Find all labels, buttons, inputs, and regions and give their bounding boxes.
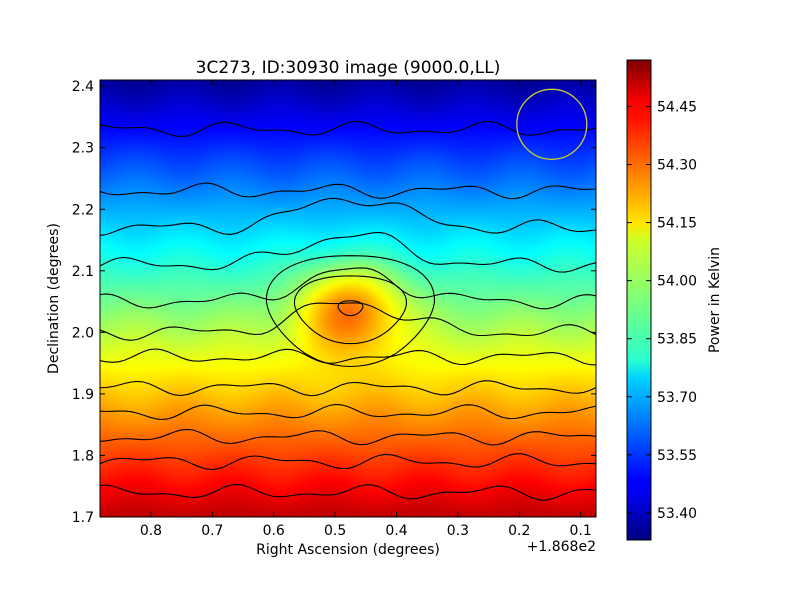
- colorbar-tick-label: 53.85: [657, 332, 697, 348]
- x-tick-label: 0.5: [324, 523, 346, 539]
- colorbar-tick-label: 53.55: [657, 448, 697, 464]
- colorbar-tick-label: 54.45: [657, 99, 697, 115]
- contour-line: [100, 302, 596, 341]
- contour-line: [100, 483, 596, 501]
- x-tick-label: 0.1: [570, 523, 592, 539]
- y-tick-label: 1.8: [72, 448, 94, 464]
- heatmap-image: [100, 80, 596, 517]
- colorbar-tick-label: 53.40: [657, 506, 697, 522]
- colorbar-tick-label: 54.30: [657, 158, 697, 174]
- y-tick-label: 1.7: [72, 510, 94, 526]
- x-tick-label: 0.7: [201, 523, 223, 539]
- colorbar-tick-label: 53.70: [657, 390, 697, 406]
- source-contour: [337, 300, 364, 317]
- beam-marker: [516, 88, 588, 160]
- contour-line: [100, 120, 596, 138]
- contour-line: [100, 182, 596, 200]
- y-tick-label: 2.3: [72, 141, 94, 157]
- x-tick-label: 0.3: [447, 523, 469, 539]
- y-axis-label: Declination (degrees): [46, 223, 62, 374]
- x-axis-label: Right Ascension (degrees): [256, 542, 440, 558]
- y-axis: 1.7 1.8 1.9 2.0 2.1 2.2 2.3 2.4: [72, 79, 596, 526]
- colorbar: 53.40 53.55 53.70 53.85 54.00 54.15 54.30 54.45…: [626, 59, 723, 541]
- contour-line: [100, 453, 596, 471]
- x-axis-offset: +1.868e2: [527, 539, 596, 555]
- y-tick-label: 2.1: [72, 264, 94, 280]
- colorbar-label: Power in Kelvin: [707, 247, 723, 353]
- contour-line: [100, 348, 596, 366]
- x-tick-label: 0.2: [508, 523, 530, 539]
- source-contour: [265, 255, 435, 368]
- y-tick-label: 2.4: [72, 79, 94, 95]
- contour-line: [100, 231, 596, 273]
- contour-line: [100, 380, 596, 397]
- colorbar-ticks: 53.40 53.55 53.70 53.85 54.00 54.15 54.30 54.45: [627, 99, 697, 522]
- colorbar-tick-label: 54.00: [657, 274, 697, 290]
- colorbar-gradient: [626, 59, 652, 541]
- x-axis: 0.8 0.7 0.6 0.5 0.4 0.3 0.2 0.1: [140, 80, 592, 539]
- colorbar-tick-label: 54.15: [657, 216, 697, 232]
- y-tick-label: 2.0: [72, 325, 94, 341]
- x-tick-label: 0.6: [263, 523, 285, 539]
- contour-lines: [100, 120, 596, 501]
- plot-frame: [99, 79, 597, 518]
- plot-area: 0.8 0.7 0.6 0.5 0.4 0.3 0.2 0.1 1.7 1.8 1.9 2.0 2.1…: [72, 79, 597, 539]
- x-tick-label: 0.8: [140, 523, 162, 539]
- contour-line: [100, 403, 596, 421]
- contour-line: [100, 197, 596, 236]
- chart-title: 3C273, ID:30930 image (9000.0,LL): [196, 58, 501, 78]
- x-tick-label: 0.4: [385, 523, 407, 539]
- contour-line: [100, 428, 596, 446]
- y-tick-label: 1.9: [72, 387, 94, 403]
- contour-line: [100, 267, 596, 310]
- y-tick-label: 2.2: [72, 202, 94, 218]
- source-contour: [293, 275, 407, 345]
